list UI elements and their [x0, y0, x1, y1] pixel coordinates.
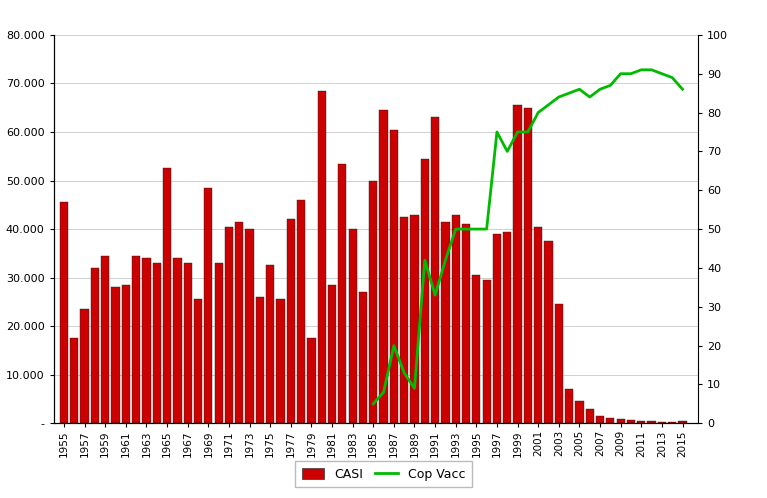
- Bar: [163, 168, 171, 423]
- Bar: [60, 202, 68, 423]
- Bar: [369, 180, 377, 423]
- Bar: [318, 91, 326, 423]
- Bar: [617, 419, 625, 423]
- Bar: [287, 219, 295, 423]
- Bar: [658, 422, 666, 423]
- Bar: [513, 105, 522, 423]
- Bar: [441, 222, 449, 423]
- Bar: [143, 258, 150, 423]
- Bar: [503, 232, 512, 423]
- Bar: [215, 263, 222, 423]
- Bar: [255, 297, 264, 423]
- Bar: [431, 118, 439, 423]
- Bar: [308, 338, 315, 423]
- Bar: [328, 285, 336, 423]
- Bar: [472, 275, 480, 423]
- Bar: [390, 129, 398, 423]
- Bar: [173, 258, 182, 423]
- Bar: [637, 421, 645, 423]
- Bar: [132, 256, 140, 423]
- Bar: [668, 422, 676, 423]
- Bar: [348, 229, 357, 423]
- Bar: [111, 287, 120, 423]
- Bar: [606, 418, 614, 423]
- Bar: [101, 256, 110, 423]
- Bar: [225, 227, 233, 423]
- Bar: [678, 421, 686, 423]
- Bar: [400, 217, 408, 423]
- Bar: [575, 401, 584, 423]
- Bar: [555, 304, 563, 423]
- Bar: [194, 299, 202, 423]
- Bar: [586, 409, 594, 423]
- Bar: [452, 215, 460, 423]
- Bar: [627, 420, 635, 423]
- Bar: [524, 108, 532, 423]
- Bar: [81, 309, 89, 423]
- Bar: [297, 200, 305, 423]
- Bar: [565, 389, 573, 423]
- Bar: [596, 416, 604, 423]
- Bar: [338, 163, 347, 423]
- Bar: [534, 227, 542, 423]
- Bar: [245, 229, 254, 423]
- Bar: [647, 421, 656, 423]
- Bar: [420, 159, 429, 423]
- Bar: [359, 292, 367, 423]
- Bar: [266, 265, 275, 423]
- Bar: [122, 285, 130, 423]
- Bar: [235, 222, 243, 423]
- Bar: [71, 338, 78, 423]
- Bar: [183, 263, 192, 423]
- Bar: [462, 224, 470, 423]
- Bar: [410, 215, 419, 423]
- Bar: [545, 241, 552, 423]
- Bar: [482, 280, 491, 423]
- Bar: [91, 268, 99, 423]
- Bar: [493, 234, 501, 423]
- Bar: [204, 188, 212, 423]
- Bar: [276, 299, 285, 423]
- Bar: [380, 110, 387, 423]
- Bar: [153, 263, 161, 423]
- Legend: CASI, Cop Vacc: CASI, Cop Vacc: [295, 461, 472, 487]
